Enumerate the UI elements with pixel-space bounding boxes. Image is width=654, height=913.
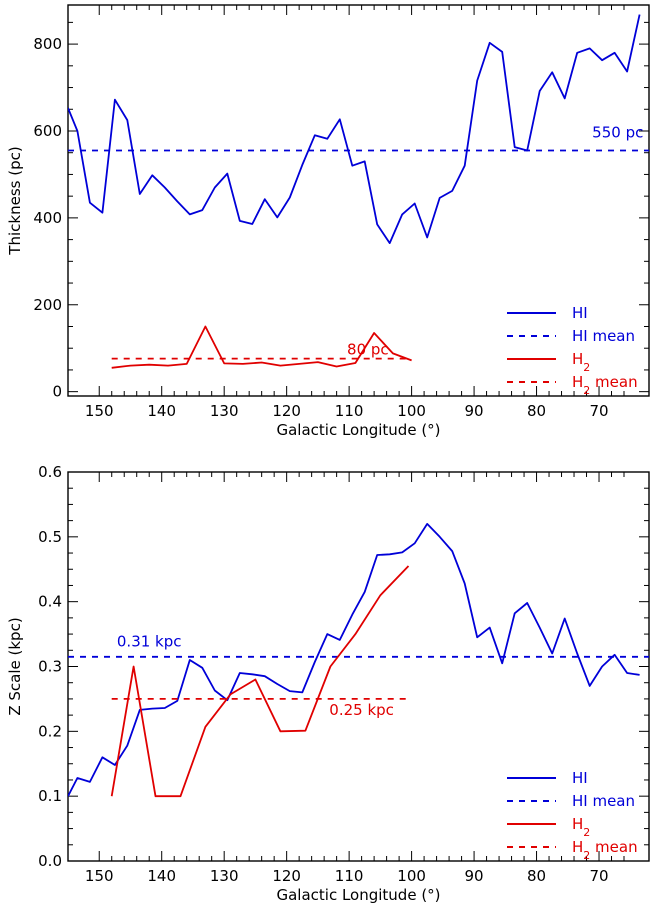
x-tick-label: 120	[272, 402, 301, 420]
legend-label-h2-mean: H2 mean	[572, 838, 638, 862]
x-tick-label: 110	[335, 402, 364, 420]
plot-frame	[67, 471, 650, 862]
y-tick-label: 0.6	[38, 463, 62, 481]
y-tick-label: 0.2	[38, 722, 62, 740]
y-tick-label: 800	[33, 35, 62, 53]
x-tick-label: 130	[210, 402, 239, 420]
x-tick-label: 100	[397, 402, 426, 420]
x-tick-label: 150	[85, 402, 114, 420]
series-group	[68, 14, 649, 369]
y-tick-label: 0	[52, 383, 62, 401]
annotation-0-31-kpc: 0.31 kpc	[117, 632, 182, 650]
x-tick-label: 110	[335, 867, 364, 885]
y-tick-label: 0.3	[38, 658, 62, 676]
y-axis-title: Z Scale (kpc)	[6, 617, 24, 715]
x-tick-label: 80	[527, 402, 546, 420]
x-axis-title: Galactic Longitude (°)	[276, 421, 440, 439]
x-tick-label: 100	[397, 867, 426, 885]
x-tick-label: 140	[147, 867, 176, 885]
x-tick-label: 120	[272, 867, 301, 885]
y-tick-label: 400	[33, 209, 62, 227]
legend-label-hi: HI	[572, 304, 588, 322]
legend-label-hi-mean: HI mean	[572, 792, 635, 810]
plot-frame	[67, 4, 650, 397]
legend-label-h2: H2	[572, 815, 590, 839]
x-tick-label: 90	[465, 402, 484, 420]
x-tick-label: 70	[589, 867, 608, 885]
series-hi-line	[68, 523, 640, 797]
legend-label-hi-mean: HI mean	[572, 327, 635, 345]
x-tick-label: 90	[465, 867, 484, 885]
y-tick-label: 0.5	[38, 528, 62, 546]
series-hi-line	[68, 14, 641, 245]
annotation-0-25-kpc: 0.25 kpc	[329, 701, 394, 719]
series-h2-line	[111, 325, 412, 369]
annotation-80-pc: 80 pc	[347, 341, 389, 359]
x-axis-title: Galactic Longitude (°)	[276, 886, 440, 904]
legend-label-h2-mean: H2 mean	[572, 373, 638, 397]
x-tick-label: 140	[147, 402, 176, 420]
x-tick-label: 70	[589, 402, 608, 420]
y-tick-label: 200	[33, 296, 62, 314]
z-scale-panel: 150 140 130 120 110 100 90 80 70 0.0 0.1 0.2 0.3 0.4 0…	[6, 463, 650, 904]
thickness-panel: 150 140 130 120 110 100 90 80 70 0 200 400 600 800 Gal…	[6, 4, 650, 439]
legend-label-h2: H2	[572, 350, 590, 374]
x-tick-label: 150	[85, 867, 114, 885]
y-tick-label: 600	[33, 122, 62, 140]
y-axis-title: Thickness (pc)	[6, 146, 24, 255]
x-tick-label: 130	[210, 867, 239, 885]
x-tick-label: 80	[527, 867, 546, 885]
y-tick-label: 0.4	[38, 593, 62, 611]
y-tick-label: 0.0	[38, 852, 62, 870]
legend-label-hi: HI	[572, 769, 588, 787]
series-group	[68, 523, 649, 798]
annotation-550-pc: 550 pc	[592, 124, 643, 142]
y-tick-label: 0.1	[38, 787, 62, 805]
series-h2-line	[110, 565, 410, 798]
